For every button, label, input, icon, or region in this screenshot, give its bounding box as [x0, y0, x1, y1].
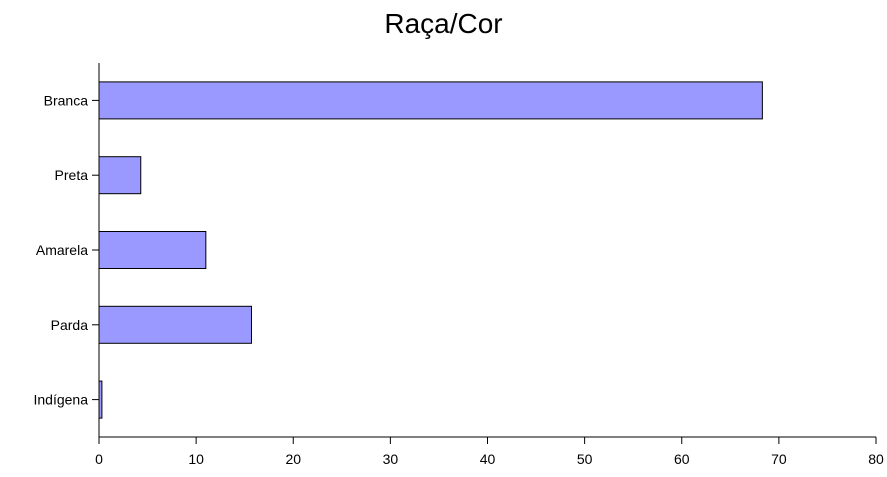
bar-amarela: [98, 231, 207, 269]
x-tick-label: 20: [285, 451, 301, 467]
bar-preta: [98, 156, 142, 195]
x-tick-label: 80: [868, 451, 884, 467]
x-tick-label: 10: [188, 451, 204, 467]
x-tick-label: 0: [95, 451, 103, 467]
y-tick-label: Parda: [51, 317, 89, 333]
bar-branca: [98, 81, 763, 120]
bar-parda: [98, 305, 252, 344]
axes-layer: Branca Preta Amarela Parda Indígena 0 10 20 30 40…: [34, 63, 884, 467]
y-tick-label: Indígena: [34, 392, 89, 408]
y-tick-label: Amarela: [36, 242, 88, 258]
y-tick-label: Preta: [55, 167, 89, 183]
x-tick-label: 50: [577, 451, 593, 467]
x-tick-label: 30: [383, 451, 399, 467]
chart-title: Raça/Cor: [384, 8, 503, 39]
bars-layer: [98, 81, 763, 419]
x-tick-label: 60: [674, 451, 690, 467]
x-tick-label: 70: [771, 451, 787, 467]
y-tick-label: Branca: [44, 92, 89, 108]
x-tick-label: 40: [480, 451, 496, 467]
